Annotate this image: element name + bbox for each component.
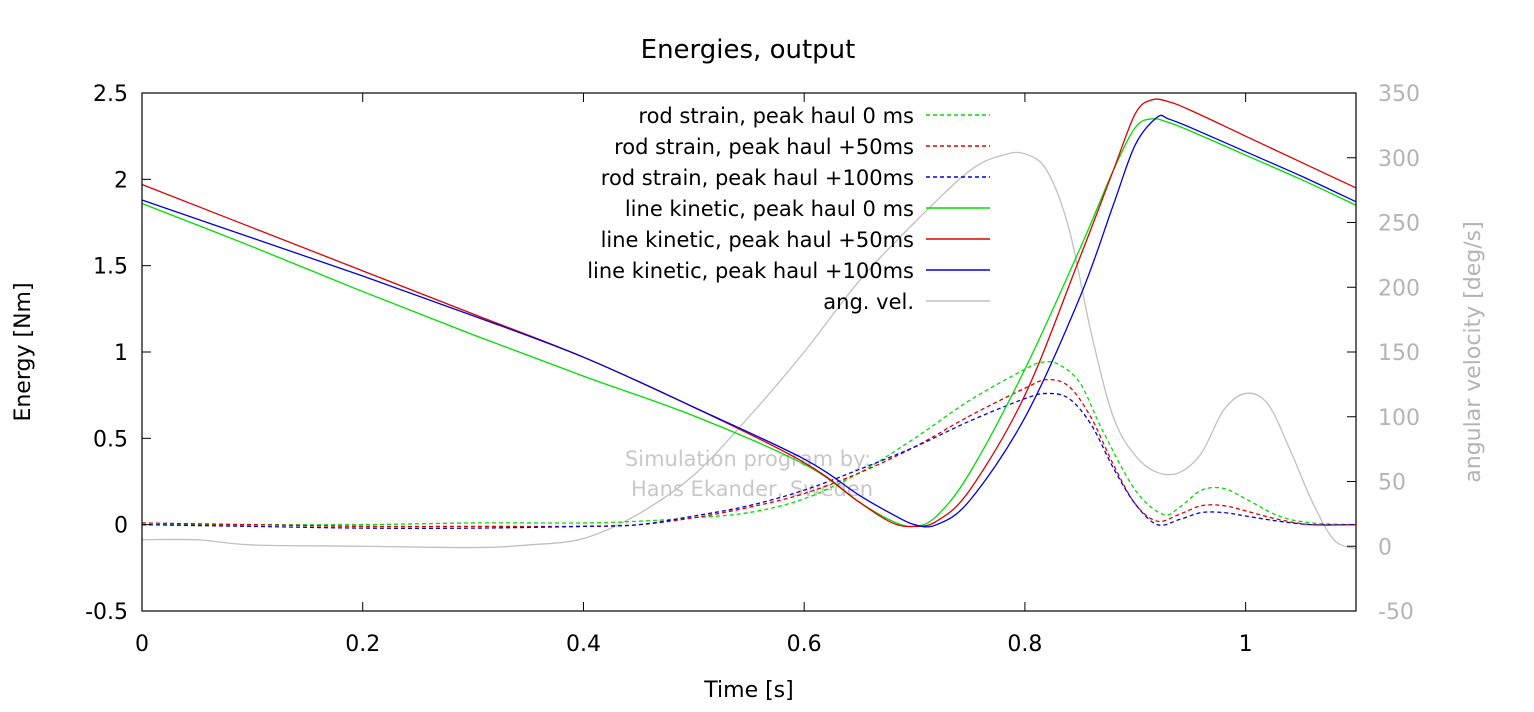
chart-title: Energies, output [641,35,856,65]
series-line-5 [141,114,1357,528]
series-line-6 [141,151,1357,550]
legend-label-4: line kinetic, peak haul +50ms [601,228,914,252]
y-tick-label: 2.5 [93,82,128,107]
y2-tick-label: -50 [1378,600,1414,625]
watermark-line-2: Hans Ekander, Sweden [631,477,873,501]
y-tick-label: 1.5 [93,255,128,280]
legend-label-3: line kinetic, peak haul 0 ms [625,197,914,221]
y2-tick-label: 150 [1378,341,1420,366]
y-tick-label: 1 [114,341,128,366]
y-axis: -0.5 0 0.5 1 1.5 2 2.5 [85,82,151,625]
legend: rod strain, peak haul 0 ms rod strain, pe… [587,104,990,314]
y2-tick-label: 200 [1378,276,1420,301]
y-tick-label: 0 [114,514,128,539]
y-tick-label: 0.5 [93,427,128,452]
series-layer [141,98,1357,550]
x-tick-label: 1 [1239,632,1253,657]
x-axis: 0 0.2 0.4 0.6 0.8 1 [135,93,1253,657]
series-line-2 [141,392,1357,529]
legend-label-2: rod strain, peak haul +100ms [601,166,914,190]
x-axis-label: Time [s] [703,678,793,703]
x-tick-label: 0 [135,632,149,657]
series-line-4 [141,98,1357,528]
y-tick-label: 2 [114,168,128,193]
watermark-line-1: Simulation program by: [625,447,871,471]
x-tick-label: 0.6 [787,632,822,657]
x-tick-label: 0.8 [1007,632,1042,657]
legend-label-1: rod strain, peak haul +50ms [614,135,914,159]
legend-label-0: rod strain, peak haul 0 ms [638,104,914,128]
legend-label-6: ang. vel. [823,290,914,314]
y-axis-label: Energy [Nm] [11,282,36,421]
y2-tick-label: 300 [1378,147,1420,172]
y2-tick-label: 100 [1378,406,1420,431]
x-tick-label: 0.4 [566,632,601,657]
y-tick-label: -0.5 [85,600,128,625]
x-tick-label: 0.2 [345,632,380,657]
series-line-0 [142,360,1357,526]
y2-tick-label: 350 [1378,82,1420,107]
y2-tick-label: 0 [1378,535,1392,560]
y2-tick-label: 250 [1378,212,1420,237]
legend-label-5: line kinetic, peak haul +100ms [587,259,914,283]
y2-axis-label: angular velocity [deg/s] [1461,221,1486,482]
y2-tick-label: 50 [1378,471,1406,496]
y2-axis: -50 0 50 100 150 200 250 300 350 [1347,82,1420,625]
series-line-3 [141,118,1357,528]
series-line-1 [141,378,1357,528]
